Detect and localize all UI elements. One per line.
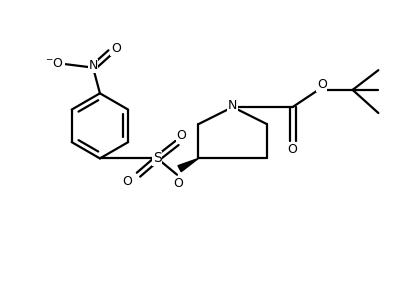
Text: $^{-}$O: $^{-}$O	[45, 57, 64, 70]
Polygon shape	[178, 158, 198, 172]
Text: N: N	[228, 99, 237, 112]
Text: N: N	[88, 59, 97, 72]
Text: O: O	[173, 177, 183, 190]
Text: O: O	[176, 129, 186, 142]
Text: S: S	[152, 151, 161, 165]
Text: O: O	[111, 42, 121, 55]
Text: O: O	[316, 78, 326, 91]
Text: O: O	[122, 175, 132, 188]
Text: O: O	[287, 143, 297, 156]
